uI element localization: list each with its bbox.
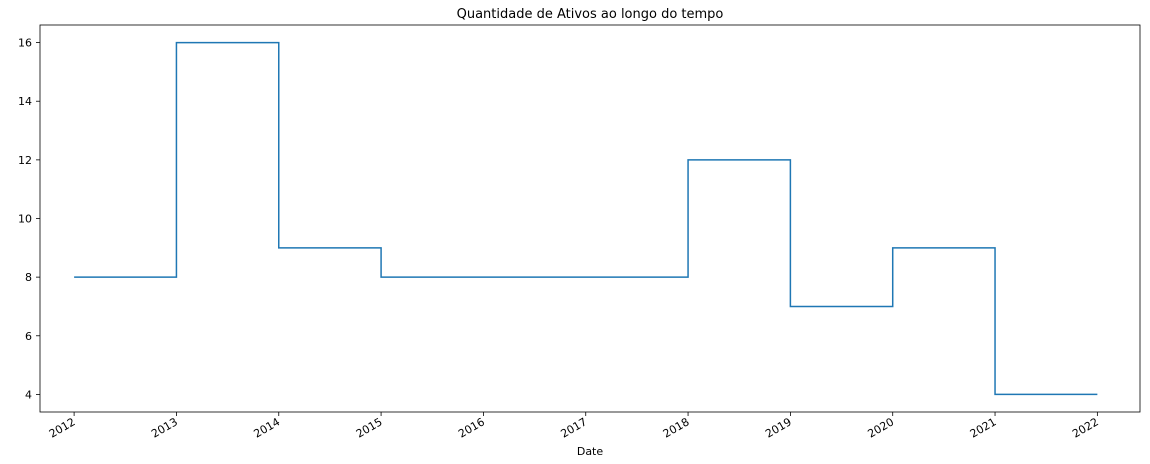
x-axis-label: Date xyxy=(577,445,604,458)
y-axis: 4 6 8 10 12 14 16 xyxy=(18,37,40,401)
x-tick-label: 2014 xyxy=(252,415,283,440)
y-tick-label: 10 xyxy=(18,213,32,226)
x-tick-label: 2019 xyxy=(763,415,794,440)
x-tick-label: 2015 xyxy=(354,415,385,440)
y-tick-label: 16 xyxy=(18,37,32,50)
series-line xyxy=(74,41,1098,396)
plot-area-frame xyxy=(39,24,1141,413)
x-tick-label: 2012 xyxy=(47,415,78,440)
y-tick-label: 12 xyxy=(18,154,32,167)
x-tick-label: 2017 xyxy=(558,415,589,440)
x-tick-label: 2020 xyxy=(865,415,896,440)
series-group xyxy=(74,41,1098,396)
y-tick-label: 8 xyxy=(25,271,32,284)
x-tick-label: 2022 xyxy=(1070,415,1101,440)
x-tick-label: 2013 xyxy=(149,415,180,440)
x-tick-label: 2016 xyxy=(456,415,487,440)
y-tick-label: 6 xyxy=(25,330,32,343)
x-axis: 2012 2013 2014 2015 2016 2017 2018 2019 2020 2021… xyxy=(47,412,1101,441)
x-tick-label: 2018 xyxy=(661,415,692,440)
x-tick-label: 2021 xyxy=(968,415,999,440)
y-tick-label: 14 xyxy=(18,95,32,108)
chart-title: Quantidade de Ativos ao longo do tempo xyxy=(457,7,724,22)
y-tick-label: 4 xyxy=(25,388,32,401)
